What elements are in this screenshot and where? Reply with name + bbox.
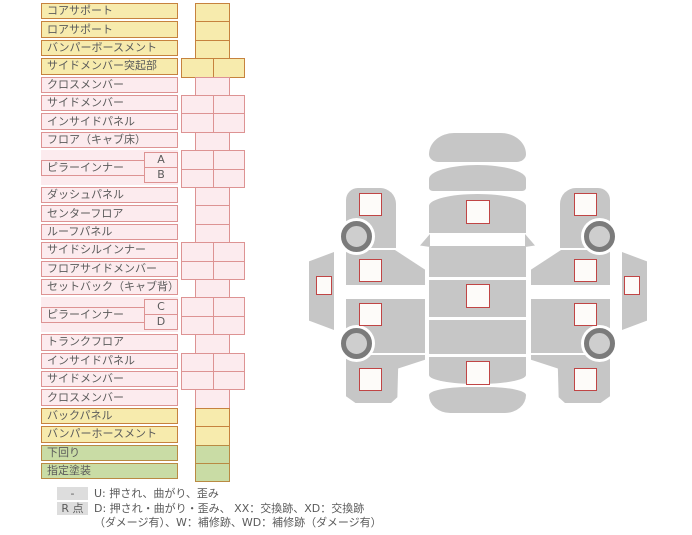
- damage-cell-pair: [181, 371, 245, 391]
- damage-cell: [195, 3, 230, 23]
- left-rear-wheel-icon: [341, 328, 372, 359]
- left-rear-fender: [346, 355, 425, 403]
- damage-cell: [195, 39, 230, 60]
- damage-cell: [195, 389, 230, 409]
- left-mirror-icon: [420, 234, 430, 247]
- part-row: コアサポート: [41, 3, 178, 20]
- car-front-bumper: [429, 133, 526, 162]
- damage-cell: [195, 463, 230, 483]
- part-row: センターフロア: [41, 205, 178, 222]
- damage-cell-pair: [181, 168, 245, 188]
- car-cabin-rear: [429, 320, 526, 354]
- part-row: サイドメンバー突起部: [41, 58, 178, 75]
- damage-cell: [195, 131, 230, 152]
- damage-marker-hood: [466, 200, 490, 224]
- part-sublabel: A: [144, 152, 178, 169]
- part-label: ピラーインナー: [41, 159, 145, 176]
- damage-cell-pair: [181, 150, 245, 170]
- legend-text-u: U: 押され、曲がり、歪み: [94, 487, 219, 500]
- part-row: フロア（キャブ床）: [41, 131, 178, 149]
- damage-cell-pair: [181, 58, 245, 78]
- left-front-door: [346, 250, 425, 285]
- damage-cell-pair: [181, 260, 245, 280]
- damage-marker-roof: [466, 284, 490, 308]
- part-row: インサイドパネル: [41, 352, 178, 369]
- part-label: ピラーインナー: [41, 306, 145, 323]
- damage-marker-left-rear-door: [359, 303, 382, 326]
- damage-marker-right-rear-door: [574, 303, 597, 326]
- right-rear-wheel-icon: [584, 328, 615, 359]
- part-sublabel: C: [144, 299, 178, 316]
- damage-cell: [195, 334, 230, 354]
- part-row: サイドメンバー: [41, 371, 178, 388]
- car-hood: [429, 165, 526, 191]
- part-row: ダッシュパネル: [41, 187, 178, 204]
- damage-marker-left-front-door: [359, 259, 382, 282]
- part-row: インサイドパネル: [41, 113, 178, 130]
- right-mirror-icon: [525, 234, 535, 247]
- car-right-side-view: [530, 188, 647, 403]
- damage-cell: [195, 205, 230, 225]
- damage-cell: [195, 223, 230, 244]
- damage-cell: [195, 279, 230, 299]
- part-row: 下回り: [41, 444, 178, 461]
- car-cabin-front: [429, 246, 526, 277]
- part-row: バックパネル: [41, 407, 178, 425]
- legend: - U: 押され、曲がり、歪み R 点 D: 押され・曲がり・歪み、 XX：交換…: [57, 487, 382, 531]
- damage-cell: [195, 407, 230, 428]
- damage-marker-left-rear-fender: [359, 368, 382, 391]
- part-row: サイドシルインナー: [41, 242, 178, 259]
- part-row: ピラーインナー A B: [41, 150, 178, 185]
- car-left-side-view: [309, 188, 426, 403]
- legend-text-d-line1: D: 押され・曲がり・歪み、 XX：交換跡、XD：交換跡: [94, 502, 365, 515]
- damage-cell: [195, 187, 230, 207]
- part-sublabel: D: [144, 314, 178, 331]
- part-row: サイドメンバー: [41, 95, 178, 112]
- damage-cell-pair: [181, 352, 245, 372]
- car-rear-bumper: [429, 387, 526, 413]
- legend-text-d-line2: （ダメージ有）、W：補修跡、WD：補修跡（ダメージ有）: [94, 516, 382, 529]
- legend-row-u: - U: 押され、曲がり、歪み: [57, 487, 382, 501]
- legend-badge-dash: -: [57, 487, 88, 500]
- damage-marker-left-rocker: [316, 276, 332, 295]
- part-row: バンパーホースメント: [41, 426, 178, 443]
- legend-row-rpoint: R 点 D: 押され・曲がり・歪み、 XX：交換跡、XD：交換跡 （ダメージ有）…: [57, 502, 382, 530]
- car-top-view: [420, 133, 535, 413]
- damage-cell-pair: [181, 95, 245, 115]
- damage-cell-pair: [181, 113, 245, 133]
- part-row: ピラーインナー C D: [41, 297, 178, 333]
- damage-cell-pair: [181, 315, 245, 336]
- damage-marker-right-front-door: [574, 259, 597, 282]
- part-row: バンパーボースメント: [41, 39, 178, 57]
- damage-marker-trunk: [466, 361, 490, 385]
- damage-cell: [195, 21, 230, 41]
- damage-cell: [195, 426, 230, 446]
- part-row: ルーフパネル: [41, 223, 178, 241]
- damage-marker-right-front-fender: [574, 193, 597, 216]
- part-row: トランクフロア: [41, 334, 178, 351]
- damage-marker-left-front-fender: [359, 193, 382, 216]
- part-row: ロアサポート: [41, 21, 178, 38]
- part-row: 指定塗装: [41, 463, 178, 480]
- right-front-wheel-icon: [584, 221, 615, 252]
- left-front-wheel-icon: [341, 221, 372, 252]
- damage-marker-right-rear-fender: [574, 368, 597, 391]
- part-sublabel: B: [144, 167, 178, 184]
- part-row: フロアサイドメンバー: [41, 260, 178, 277]
- part-row: セットバック（キャブ背）: [41, 279, 179, 296]
- damage-cell-pair: [181, 297, 245, 317]
- part-row: クロスメンバー: [41, 389, 178, 406]
- damage-cell: [195, 76, 230, 96]
- damage-marker-right-rocker: [624, 276, 640, 295]
- right-front-door: [531, 250, 610, 285]
- damage-cell: [195, 444, 230, 464]
- right-rear-fender: [531, 355, 610, 403]
- damage-cell-pair: [181, 242, 245, 262]
- part-row: クロスメンバー: [41, 76, 178, 93]
- legend-badge-rpoint: R 点: [57, 502, 88, 515]
